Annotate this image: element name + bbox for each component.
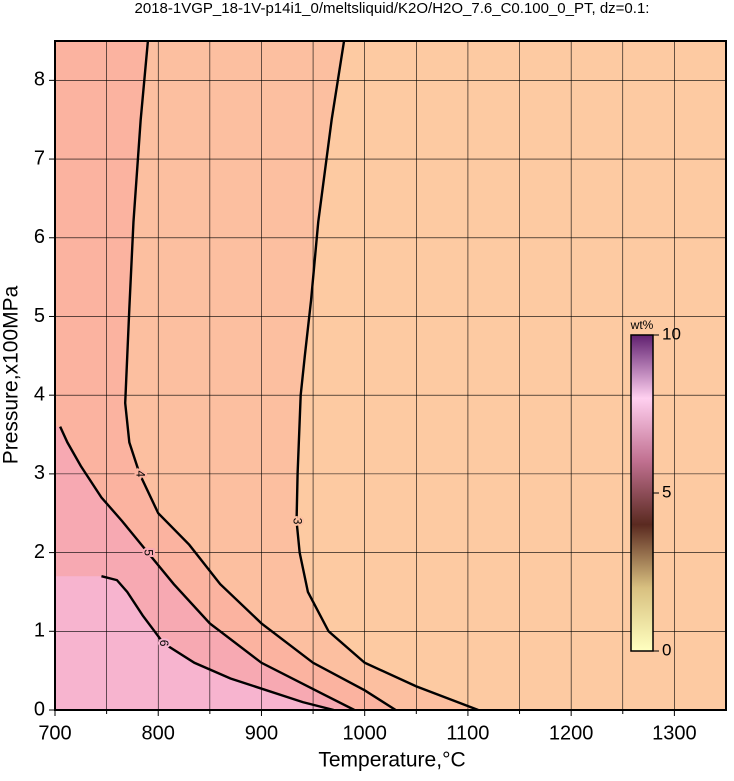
contour-line bbox=[101, 575, 335, 710]
x-tick-label: 1300 bbox=[652, 722, 697, 744]
colorbar-tick-label: 10 bbox=[662, 324, 681, 343]
contour-line bbox=[295, 41, 479, 710]
x-tick-label: 700 bbox=[38, 722, 71, 744]
y-tick-label: 5 bbox=[34, 305, 45, 327]
colorbar-tick-label: 5 bbox=[662, 482, 671, 501]
y-tick-label: 0 bbox=[34, 698, 45, 720]
y-tick-label: 8 bbox=[34, 69, 45, 91]
y-tick-label: 3 bbox=[34, 462, 45, 484]
y-tick-label: 2 bbox=[34, 541, 45, 563]
y-tick-label: 6 bbox=[34, 226, 45, 248]
contour-label: 5 bbox=[142, 549, 156, 556]
x-tick-label: 900 bbox=[245, 722, 278, 744]
x-tick-label: 800 bbox=[142, 722, 175, 744]
plot-frame bbox=[54, 40, 727, 711]
contour-line bbox=[123, 41, 397, 710]
contour-label: 3 bbox=[290, 518, 304, 525]
colorbar-tick-label: 0 bbox=[662, 640, 671, 659]
y-axis-label: Pressure,x100MPa bbox=[0, 285, 23, 464]
y-tick-label: 4 bbox=[34, 383, 45, 405]
contour-band bbox=[55, 576, 334, 710]
contour-label: 6 bbox=[157, 640, 171, 647]
x-axis-label: Temperature,°C bbox=[318, 749, 465, 772]
colorbar-label: wt% bbox=[630, 318, 654, 332]
y-tick-label: 1 bbox=[34, 620, 45, 642]
contour-line bbox=[59, 426, 355, 710]
x-tick-label: 1000 bbox=[342, 722, 387, 744]
plot-area: 3 4 5 6 bbox=[55, 41, 726, 710]
x-tick-label: 1100 bbox=[446, 722, 489, 744]
colorbar bbox=[630, 334, 654, 652]
chart-title: 2018-1VGP_18-1V-p14i1_0/meltsliquid/K2O/… bbox=[135, 0, 650, 17]
x-tick-label: 1200 bbox=[549, 722, 594, 744]
y-tick-label: 7 bbox=[34, 147, 45, 169]
contour-label: 4 bbox=[133, 471, 147, 478]
